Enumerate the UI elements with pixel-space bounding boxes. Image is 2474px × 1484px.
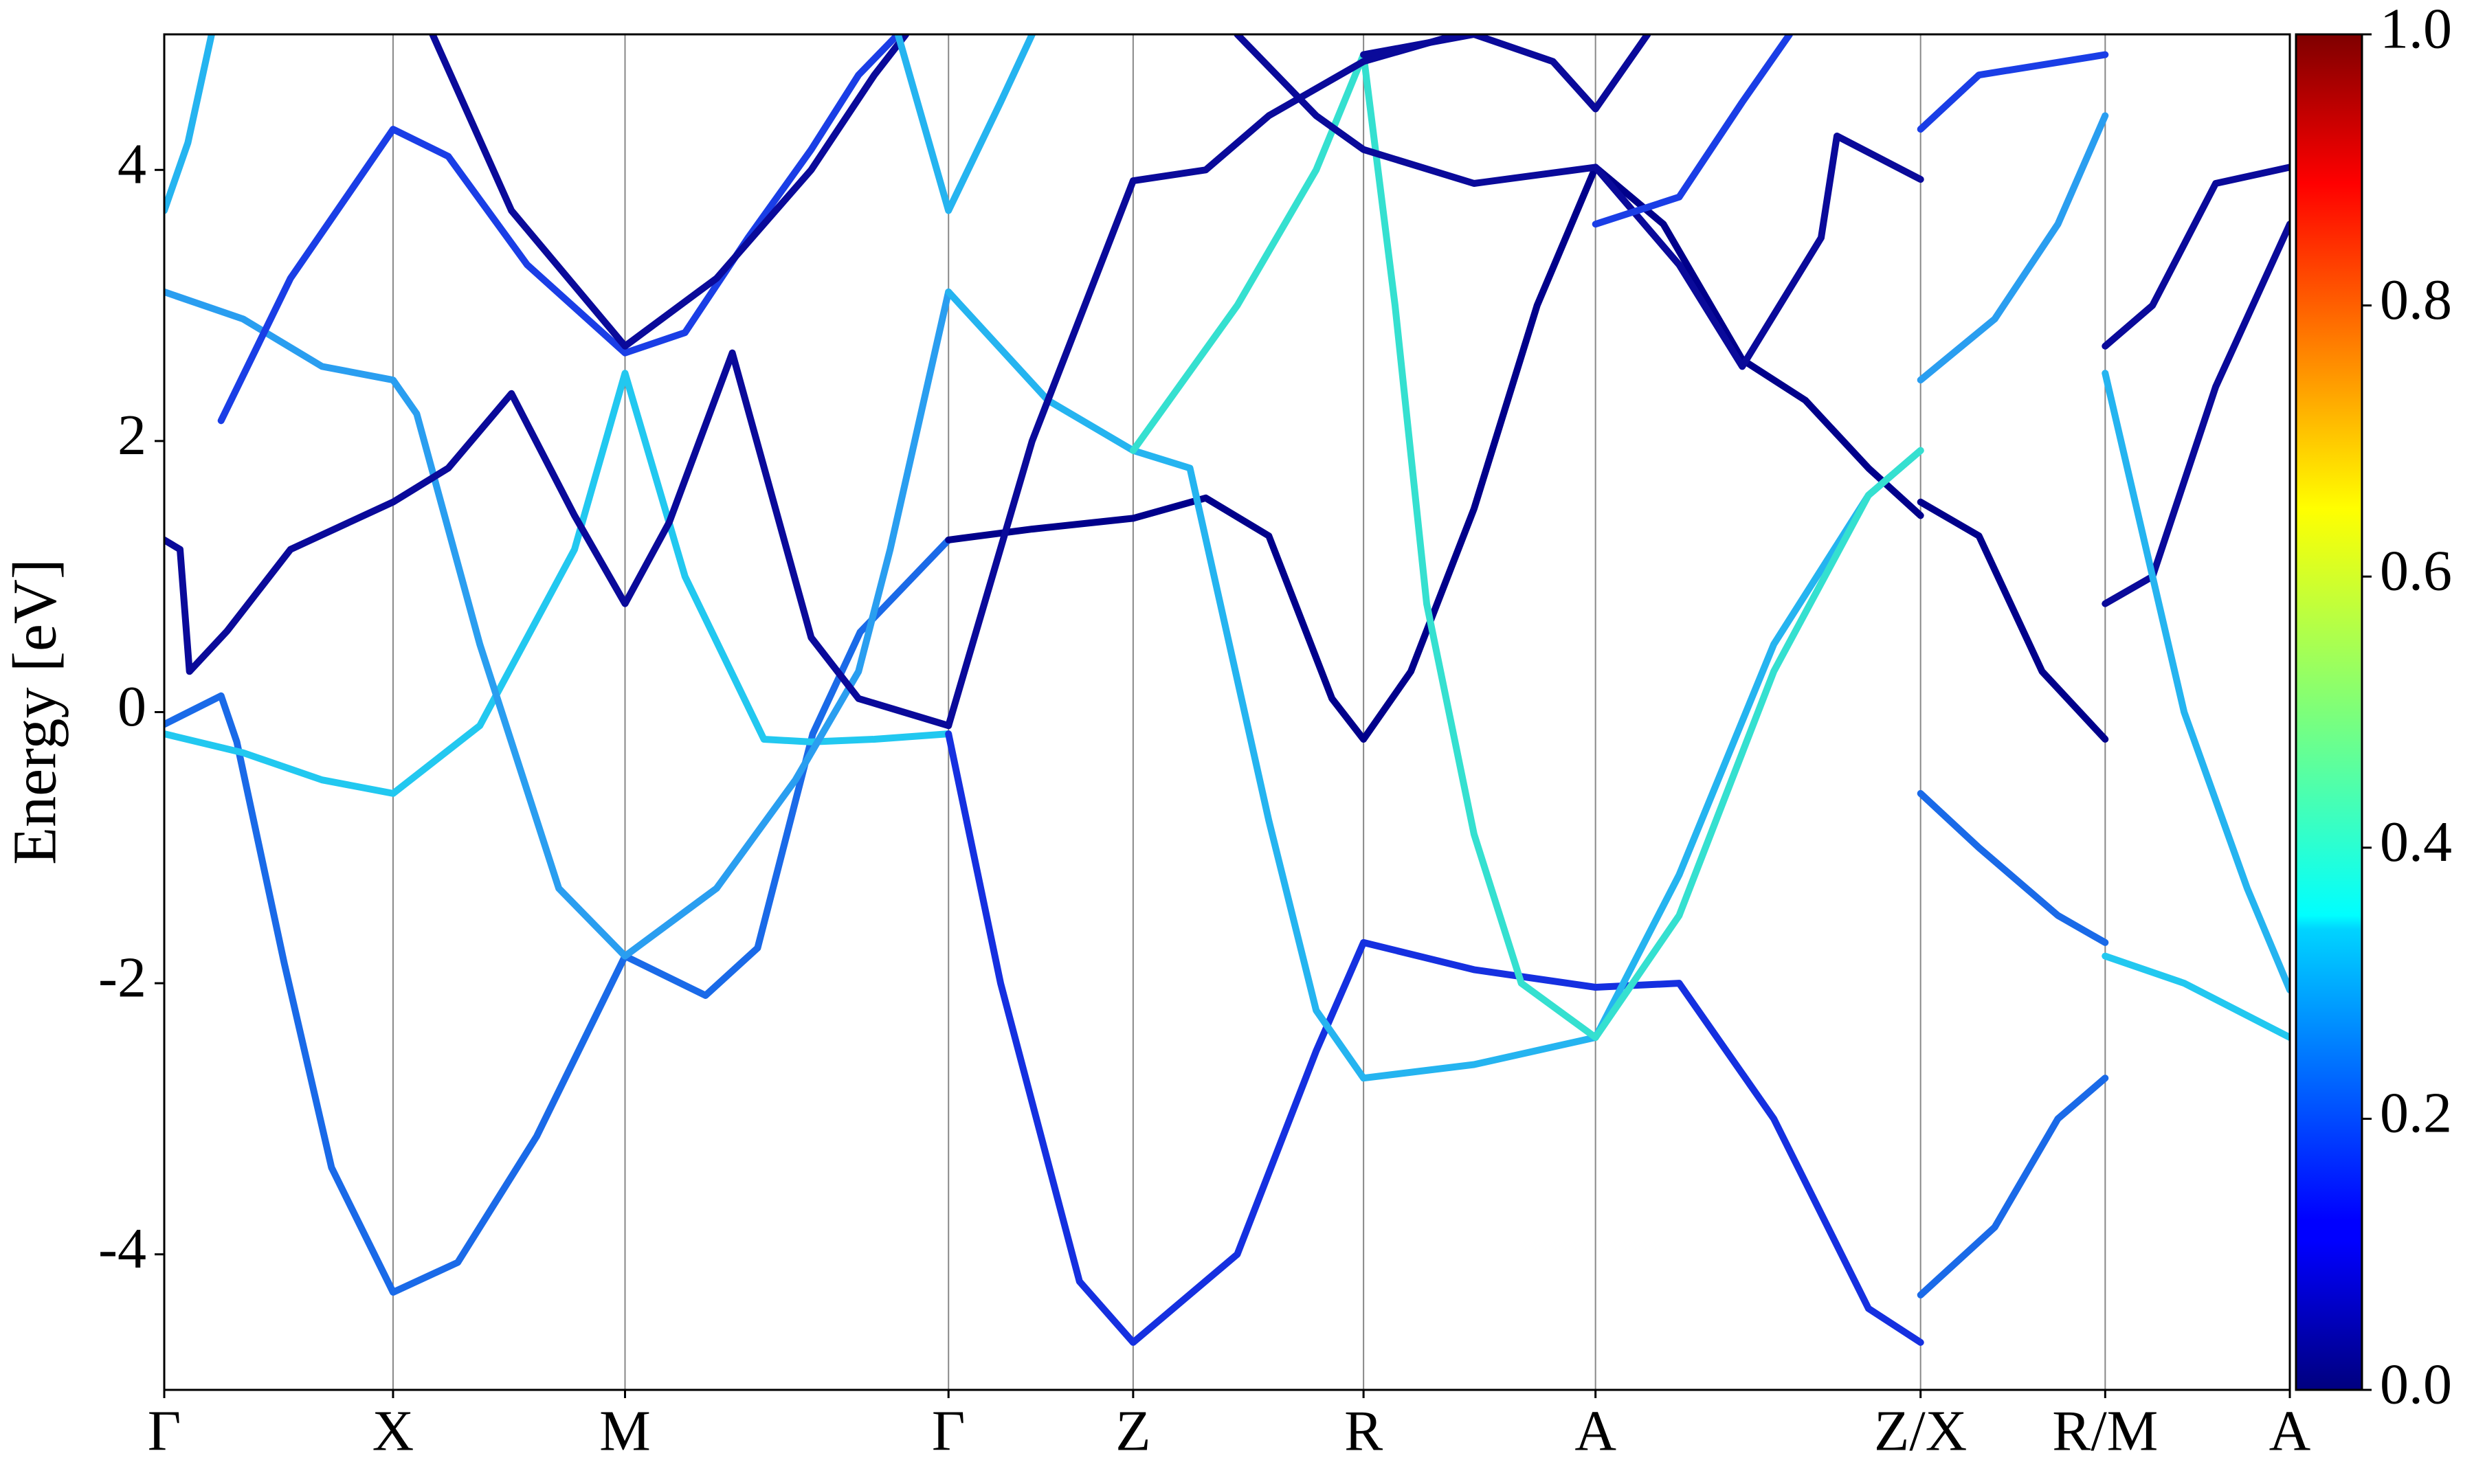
colorbar-tick-label: 0.0 [2380,1352,2452,1416]
band-line [1917,51,2109,133]
x-tick-label: R [1344,1399,1383,1463]
x-tick-label: Γ [148,1399,181,1463]
y-axis-label: Energy [eV] [1,559,69,865]
y-tick-label: 4 [118,133,146,196]
band-line [1592,34,1794,228]
band-line [164,536,952,1296]
colorbar-tick-label: 0.2 [2380,1081,2452,1145]
band-line [164,370,952,797]
band-line [164,288,952,960]
band-line [2102,164,2290,350]
plot-frame [163,33,2291,1391]
x-tick-label: Z [1115,1399,1150,1463]
colorbar [2295,33,2363,1391]
colorbar-tick-label: 0.8 [2380,268,2452,332]
colorbar-tick-label: 0.6 [2380,539,2452,603]
band-line [217,34,902,425]
band-line [945,164,1924,743]
y-tick-label: 0 [118,675,146,739]
x-tick-label: A [1574,1399,1616,1463]
band-line [945,730,1924,1346]
band-line [1917,1075,2109,1298]
colorbar-tick-label: 0.4 [2380,810,2452,874]
band-line [1360,34,1651,113]
band-line [2102,952,2290,1041]
y-tick-label: -2 [98,945,146,1009]
band-line [164,34,215,214]
band-line [1917,112,2109,384]
band-line [894,34,1036,214]
band-line [2102,370,2290,993]
x-tick-label: M [599,1399,651,1463]
band-line [1129,51,1924,1041]
colorbar-tick-label: 1.0 [2380,0,2452,60]
band-line [1234,34,1924,370]
band-line [1917,498,2109,743]
x-tick-label: Γ [932,1399,966,1463]
x-tick-label: R/M [2052,1399,2158,1463]
x-tick-label: Z/X [1874,1399,1967,1463]
band-line [1917,789,2109,946]
x-tick-label: A [2269,1399,2311,1463]
band-line [429,34,910,350]
y-tick-label: 2 [118,403,146,467]
x-tick-label: X [372,1399,414,1463]
band-line [945,34,1462,730]
band-line [164,349,952,730]
band-line [2102,221,2290,607]
y-tick-label: -4 [98,1217,146,1281]
